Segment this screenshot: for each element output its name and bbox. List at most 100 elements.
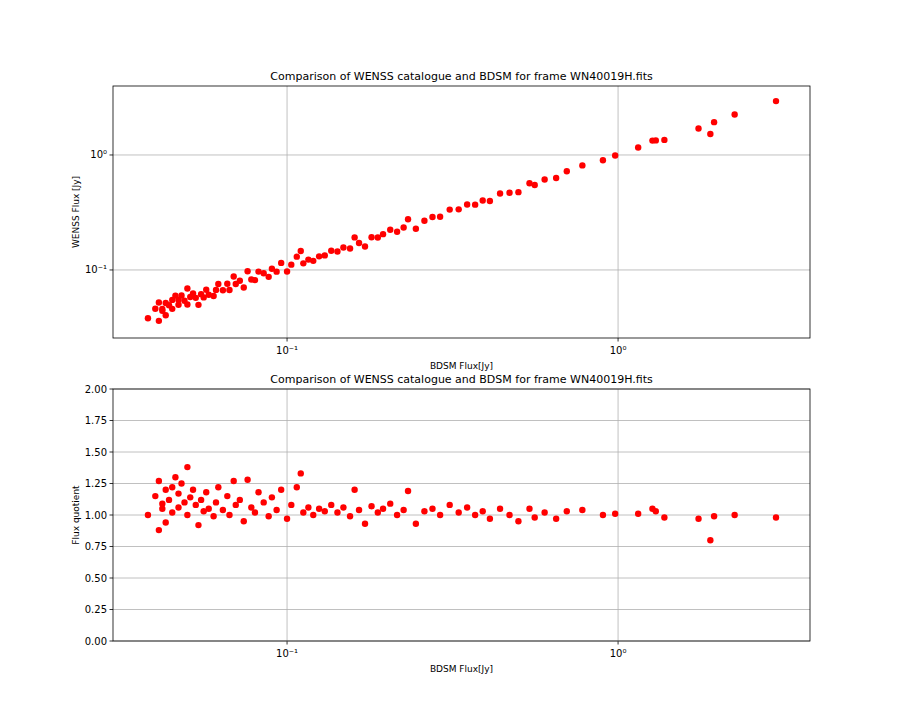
point bbox=[347, 245, 353, 251]
point bbox=[175, 504, 181, 510]
point bbox=[487, 516, 493, 522]
point bbox=[368, 234, 374, 240]
point bbox=[421, 508, 427, 514]
point bbox=[300, 509, 306, 515]
axes: 10⁻¹10⁰10⁻¹10⁰Comparison of WENSS catalo… bbox=[71, 70, 810, 371]
points bbox=[145, 98, 779, 324]
point bbox=[437, 214, 443, 220]
point bbox=[233, 502, 239, 508]
point bbox=[294, 253, 300, 259]
point bbox=[380, 231, 386, 237]
tick-label: 0.00 bbox=[85, 636, 107, 647]
point bbox=[600, 512, 606, 518]
point bbox=[284, 268, 290, 274]
point bbox=[695, 125, 701, 131]
tick bbox=[618, 338, 619, 342]
point bbox=[368, 503, 374, 509]
point bbox=[429, 506, 435, 512]
point bbox=[347, 513, 353, 519]
point bbox=[541, 509, 547, 515]
point bbox=[731, 111, 737, 117]
point bbox=[273, 268, 279, 274]
tick-label: 10⁻¹ bbox=[276, 345, 298, 356]
point bbox=[472, 201, 478, 207]
point bbox=[553, 175, 559, 181]
grid-line bbox=[113, 269, 810, 270]
frame bbox=[113, 389, 810, 641]
point bbox=[193, 502, 199, 508]
point bbox=[394, 229, 400, 235]
x-label: BDSM Flux[Jy] bbox=[430, 361, 493, 371]
point bbox=[362, 521, 368, 527]
point bbox=[394, 512, 400, 518]
tick bbox=[110, 609, 114, 610]
point bbox=[711, 119, 717, 125]
point bbox=[210, 513, 216, 519]
point bbox=[172, 474, 178, 480]
point bbox=[480, 508, 486, 514]
point bbox=[515, 518, 521, 524]
point bbox=[731, 512, 737, 518]
point bbox=[278, 487, 284, 493]
point bbox=[224, 493, 230, 499]
point bbox=[351, 234, 357, 240]
figure: 10⁻¹10⁰10⁻¹10⁰Comparison of WENSS catalo… bbox=[0, 0, 900, 720]
tick bbox=[110, 420, 114, 421]
point bbox=[340, 244, 346, 250]
point bbox=[635, 144, 641, 150]
point bbox=[447, 206, 453, 212]
point bbox=[532, 182, 538, 188]
tick-label: 10⁻¹ bbox=[85, 264, 107, 275]
point bbox=[362, 243, 368, 249]
point bbox=[294, 484, 300, 490]
point bbox=[145, 315, 151, 321]
point bbox=[515, 189, 521, 195]
tick-label: 1.25 bbox=[85, 478, 107, 489]
point bbox=[316, 506, 322, 512]
point bbox=[163, 487, 169, 493]
background bbox=[0, 0, 900, 720]
point bbox=[695, 516, 701, 522]
point bbox=[265, 513, 271, 519]
point bbox=[244, 477, 250, 483]
plot-area bbox=[113, 86, 810, 338]
grid-line bbox=[113, 154, 810, 155]
point bbox=[328, 248, 334, 254]
point bbox=[237, 278, 243, 284]
point bbox=[375, 509, 381, 515]
grid-line bbox=[113, 420, 810, 421]
point bbox=[210, 293, 216, 299]
grid-line bbox=[113, 452, 810, 453]
point bbox=[215, 484, 221, 490]
point bbox=[400, 224, 406, 230]
point bbox=[252, 277, 258, 283]
point bbox=[260, 499, 266, 505]
tick-label: 0.25 bbox=[85, 604, 107, 615]
point bbox=[579, 507, 585, 513]
point bbox=[532, 514, 538, 520]
point bbox=[437, 512, 443, 518]
point bbox=[447, 502, 453, 508]
point bbox=[265, 274, 271, 280]
point bbox=[203, 489, 209, 495]
point bbox=[298, 470, 304, 476]
point bbox=[175, 490, 181, 496]
point bbox=[421, 218, 427, 224]
plot-area bbox=[113, 389, 810, 641]
point bbox=[195, 522, 201, 528]
point bbox=[506, 189, 512, 195]
grid-line bbox=[113, 546, 810, 547]
point bbox=[455, 206, 461, 212]
point bbox=[464, 201, 470, 207]
tick-label: 1.00 bbox=[85, 510, 107, 521]
point bbox=[405, 216, 411, 222]
tick bbox=[110, 452, 114, 453]
point bbox=[387, 500, 393, 506]
point bbox=[472, 512, 478, 518]
point bbox=[497, 506, 503, 512]
point bbox=[224, 281, 230, 287]
axes: 10⁻¹10⁰0.000.250.500.751.001.251.501.752… bbox=[71, 373, 810, 674]
y-label: WENSS Flux [Jy] bbox=[71, 176, 81, 248]
point bbox=[169, 484, 175, 490]
tick-label: 10⁰ bbox=[610, 648, 627, 659]
